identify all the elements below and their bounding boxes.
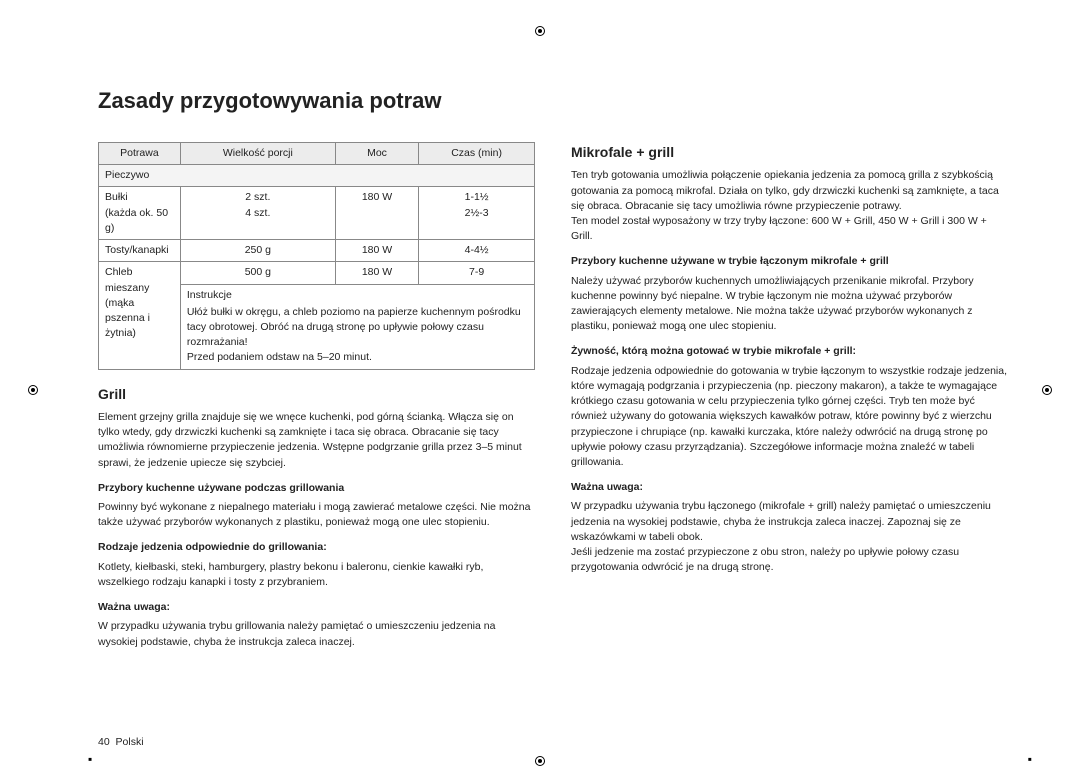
combo-food-body: Rodzaje jedzenia odpowiednie do gotowani…: [571, 364, 1008, 471]
td-time: 7-9: [419, 262, 535, 284]
page-content: Zasady przygotowywania potraw Potrawa Wi…: [0, 0, 1080, 690]
page-number: 40: [98, 736, 110, 748]
table-row: Bułki (każda ok. 50 g) 2 szt. 4 szt. 180…: [99, 187, 535, 240]
td-category: Pieczywo: [99, 165, 535, 187]
grill-utensils-body: Powinny być wykonane z niepalnego materi…: [98, 500, 535, 530]
grill-food-heading: Rodzaje jedzenia odpowiednie do grillowa…: [98, 540, 535, 555]
grill-food-body: Kotlety, kiełbaski, steki, hamburgery, p…: [98, 560, 535, 590]
page-footer: 40 Polski: [98, 736, 144, 748]
combo-heading: Mikrofale + grill: [571, 142, 1008, 162]
page-lang: Polski: [116, 736, 144, 748]
combo-utensils-heading: Przybory kuchenne używane w trybie łączo…: [571, 254, 1008, 269]
th-power: Moc: [335, 143, 418, 165]
combo-intro: Ten tryb gotowania umożliwia połączenie …: [571, 168, 1008, 244]
td-name: Chleb mieszany (mąka pszenna i żytnia): [99, 262, 181, 369]
combo-note-body: W przypadku używania trybu łączonego (mi…: [571, 499, 1008, 575]
right-column: Mikrofale + grill Ten tryb gotowania umo…: [571, 142, 1008, 660]
table-category-row: Pieczywo: [99, 165, 535, 187]
td-time: 4-4½: [419, 240, 535, 262]
td-name: Tosty/kanapki: [99, 240, 181, 262]
table-header-row: Potrawa Wielkość porcji Moc Czas (min): [99, 143, 535, 165]
combo-note-heading: Ważna uwaga:: [571, 480, 1008, 495]
left-column: Potrawa Wielkość porcji Moc Czas (min) P…: [98, 142, 535, 660]
td-power: 180 W: [335, 240, 418, 262]
td-name: Bułki (każda ok. 50 g): [99, 187, 181, 240]
grill-note-body: W przypadku używania trybu grillowania n…: [98, 619, 535, 649]
th-food: Potrawa: [99, 143, 181, 165]
grill-intro: Element grzejny grilla znajduje się we w…: [98, 410, 535, 471]
td-portion: 500 g: [180, 262, 335, 284]
table-row: Tosty/kanapki 250 g 180 W 4-4½: [99, 240, 535, 262]
table-row: Chleb mieszany (mąka pszenna i żytnia) 5…: [99, 262, 535, 284]
td-power: 180 W: [335, 187, 418, 240]
td-portion: 250 g: [180, 240, 335, 262]
combo-utensils-body: Należy używać przyborów kuchennych umożl…: [571, 274, 1008, 335]
td-instructions: InstrukcjeUłóż bułki w okręgu, a chleb p…: [180, 284, 534, 369]
grill-utensils-heading: Przybory kuchenne używane podczas grillo…: [98, 481, 535, 496]
food-table: Potrawa Wielkość porcji Moc Czas (min) P…: [98, 142, 535, 370]
td-portion: 2 szt. 4 szt.: [180, 187, 335, 240]
two-column-layout: Potrawa Wielkość porcji Moc Czas (min) P…: [98, 142, 1008, 660]
td-power: 180 W: [335, 262, 418, 284]
combo-food-heading: Żywność, którą można gotować w trybie mi…: [571, 344, 1008, 359]
grill-note-heading: Ważna uwaga:: [98, 600, 535, 615]
grill-heading: Grill: [98, 384, 535, 404]
td-time: 1-1½ 2½-3: [419, 187, 535, 240]
page-title: Zasady przygotowywania potraw: [98, 88, 1008, 114]
th-portion: Wielkość porcji: [180, 143, 335, 165]
th-time: Czas (min): [419, 143, 535, 165]
